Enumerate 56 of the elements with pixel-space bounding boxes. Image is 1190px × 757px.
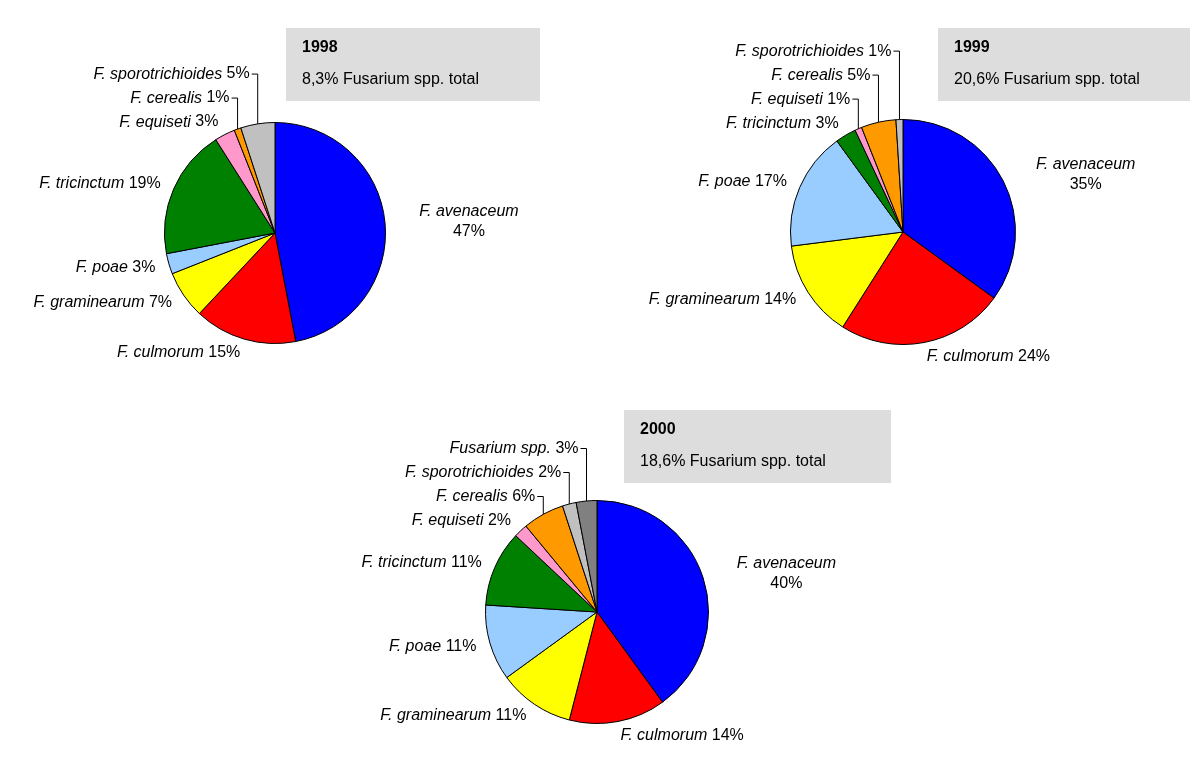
data-label: 1% (868, 41, 892, 59)
data-label: 24% (1017, 346, 1051, 364)
slice-label: F. tricinctum (361, 552, 447, 570)
data-label: 14% (711, 725, 744, 743)
data-label: 3% (815, 113, 839, 131)
slice-label: F. graminearum (33, 293, 145, 311)
data-label: 11% (445, 637, 477, 655)
slice-label: F. cerealis (435, 486, 508, 504)
data-label: 14% (764, 290, 797, 308)
slice-label: F. poae (389, 637, 442, 655)
slice-label: F. sporotrichioides (735, 41, 864, 59)
chart-title: 1998 (302, 38, 339, 56)
slice-label: F. graminearum (648, 290, 760, 308)
slice-label: F. avenaceum (419, 201, 519, 219)
data-label: 7% (148, 293, 173, 311)
data-label: 1% (827, 89, 851, 107)
data-label: 19% (128, 173, 161, 191)
slice-label: F. equiseti (411, 510, 484, 528)
slice-label: F. cerealis (771, 65, 843, 83)
data-label: 2% (487, 510, 512, 528)
data-label: 2% (538, 462, 562, 480)
data-label: 3% (195, 112, 219, 130)
data-label: 47% (452, 221, 485, 239)
slice-label: F. avenaceum (1036, 155, 1136, 173)
data-label: 15% (208, 342, 241, 360)
slice-label: F. cerealis (130, 88, 202, 106)
data-label: 40% (770, 573, 803, 591)
slice-label: F. poae (698, 172, 751, 190)
slice-label: F. graminearum (380, 706, 492, 724)
slice-label: F. equiseti (751, 89, 824, 107)
data-label: 17% (754, 172, 787, 190)
slice-label: F. poae (75, 258, 128, 276)
slice-label: F. culmorum (116, 343, 204, 361)
slice-label: F. culmorum (926, 346, 1014, 364)
slice-label: F. culmorum (620, 725, 708, 743)
data-label: 3% (555, 438, 579, 456)
slice-label: Fusarium spp. (449, 438, 551, 456)
data-label: 6% (512, 486, 536, 504)
data-label: 11% (450, 552, 482, 570)
data-label: 3% (132, 258, 156, 276)
text: 20,6% Fusarium spp. total (954, 70, 1141, 88)
data-label: 35% (1069, 174, 1102, 192)
chart-subtitle: 8,3% Fusarium spp. total (302, 70, 480, 88)
slice-label: F. tricinctum (725, 113, 812, 131)
text: 18,6% Fusarium spp. total (640, 452, 827, 470)
data-label: 5% (847, 65, 871, 83)
data-label: 1% (206, 88, 230, 106)
slice-label: F. equiseti (119, 112, 192, 130)
slice-label: F. avenaceum (736, 553, 837, 571)
data-label: 5% (226, 64, 250, 82)
chart-title: 2000 (640, 420, 677, 438)
chart-title: 1999 (954, 38, 991, 56)
slice-label: F. sporotrichioides (405, 462, 534, 480)
slice-label: F. tricinctum (39, 174, 125, 192)
data-label: 11% (495, 706, 527, 724)
slice-label: F. sporotrichioides (93, 64, 223, 82)
